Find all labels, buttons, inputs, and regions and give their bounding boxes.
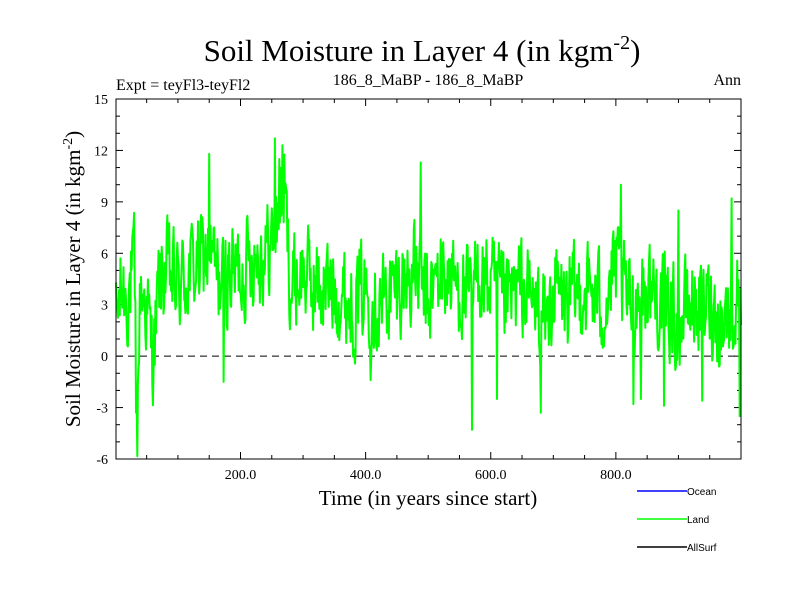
x-tick-label: 600.0 [475, 468, 507, 483]
legend: Ocean Land AllSurf [637, 487, 717, 554]
plot-frame [115, 98, 742, 460]
x-axis-label: Time (in years since start) [319, 486, 538, 510]
y-tick-label: 9 [101, 196, 108, 211]
y-tick-label: 3 [101, 299, 108, 314]
y-tick-label: 0 [101, 350, 108, 365]
experiment-label: Expt = teyFl3-teyFl2 [116, 77, 250, 94]
y-axis-label: Soil Moisture in Layer 4 (in kgm-2) [61, 131, 85, 427]
axis-tick-labels: -6 -3 0 3 6 9 12 15 200.0 400.0 600.0 800.0 [94, 93, 632, 483]
legend-label-land: Land [687, 515, 709, 526]
x-tick-label: 400.0 [350, 468, 382, 483]
y-tick-label: -3 [96, 402, 108, 417]
x-tick-label: 800.0 [600, 468, 632, 483]
y-tick-label: 6 [101, 247, 108, 262]
chart-title: Soil Moisture in Layer 4 (in kgm-2) [204, 32, 641, 68]
x-tick-label: 200.0 [225, 468, 257, 483]
series-line-land [115, 137, 742, 458]
y-tick-label: -6 [96, 453, 108, 468]
legend-label-allsurf: AllSurf [687, 543, 717, 554]
period-label: 186_8_MaBP - 186_8_MaBP [333, 72, 524, 89]
y-tick-label: 15 [94, 93, 108, 108]
y-tick-label: 12 [94, 144, 108, 159]
legend-label-ocean: Ocean [687, 487, 716, 498]
axis-ticks [116, 98, 741, 460]
season-label: Ann [713, 72, 741, 89]
